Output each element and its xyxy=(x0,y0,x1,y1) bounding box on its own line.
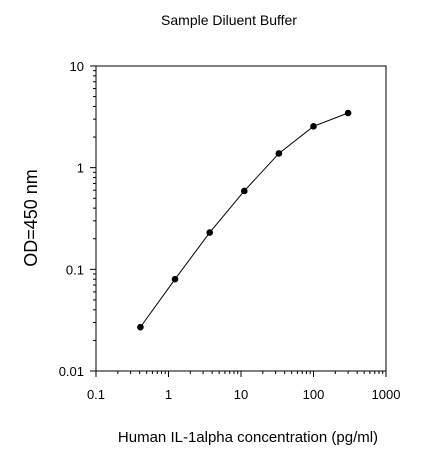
series-line xyxy=(140,112,349,328)
x-tick-label: 100 xyxy=(303,387,325,402)
chart-title: Sample Diluent Buffer xyxy=(161,12,297,28)
x-tick-label: 1 xyxy=(165,387,172,402)
y-tick-label: 0.1 xyxy=(66,262,84,277)
y-tick-label: 1 xyxy=(77,161,84,176)
x-tick-label: 0.1 xyxy=(87,387,105,402)
y-axis: 0.01 0.1 1 10 xyxy=(59,59,96,379)
x-tick-label: 10 xyxy=(234,387,248,402)
series-markers xyxy=(137,109,352,331)
x-axis-label: Human IL-1alpha concentration (pg/ml) xyxy=(118,429,378,446)
data-point xyxy=(310,123,317,130)
y-tick-label: 10 xyxy=(70,59,84,74)
data-point xyxy=(275,150,283,157)
data-point xyxy=(171,275,179,283)
data-point xyxy=(240,187,248,195)
data-point xyxy=(206,229,213,236)
y-tick-label: 0.01 xyxy=(59,364,84,379)
x-tick-label: 1000 xyxy=(372,387,401,402)
data-point xyxy=(344,109,352,117)
data-point xyxy=(137,323,144,331)
y-axis-label: OD=450 nm xyxy=(21,169,41,267)
x-axis: 0.1 1 10 100 1000 xyxy=(87,371,401,402)
